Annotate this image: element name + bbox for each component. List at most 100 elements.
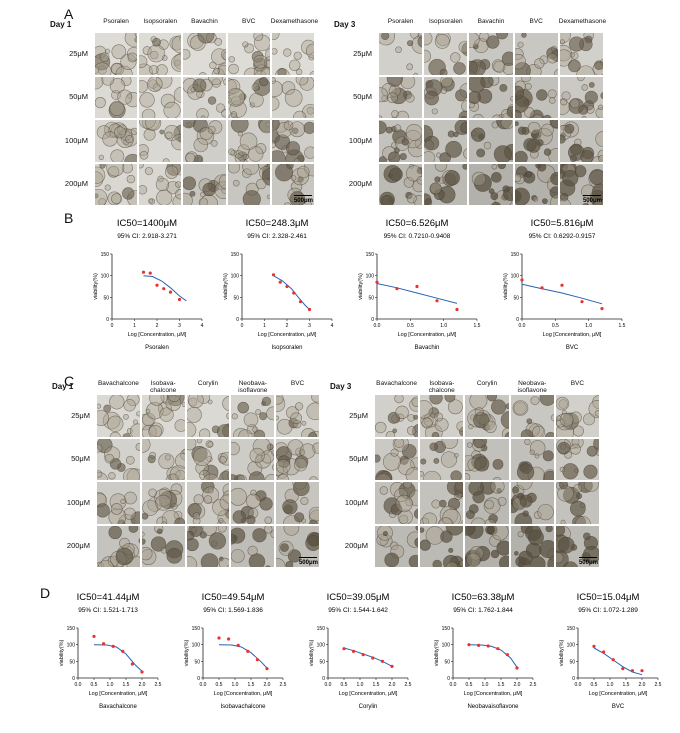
x-tick-label: 0.5 — [466, 682, 473, 688]
ci-label: 95% CI: 1.569-1.836 — [203, 607, 263, 614]
x-tick-label: 1.5 — [248, 682, 255, 688]
x-tick-label: 0.0 — [374, 323, 381, 329]
data-point — [390, 664, 394, 668]
data-point — [540, 286, 544, 290]
x-tick-label: 3 — [178, 323, 181, 329]
data-point — [121, 649, 125, 653]
micrograph-cell — [464, 394, 510, 438]
row-header: 50μM — [71, 454, 90, 464]
y-tick-label: 50 — [368, 295, 374, 301]
chart-bavachalcone: IC50=41.44μM 95% CI: 1.521-1.713 0 50 100 150… — [48, 588, 168, 728]
data-point — [621, 667, 625, 671]
micrograph-grid-c-day1: Day 1 Bavachalcone Isobava- chalcone Coryli… — [52, 380, 320, 568]
data-point — [162, 287, 166, 291]
micrograph-cell — [226, 162, 271, 206]
x-tick-label: 0.0 — [325, 682, 332, 688]
micrograph-cell — [513, 162, 559, 206]
y-tick-label: 150 — [101, 252, 110, 258]
data-point — [111, 644, 115, 648]
data-point — [520, 278, 524, 282]
fit-curve — [593, 647, 643, 676]
panel-label-d: D — [40, 585, 51, 601]
micrograph-cell — [275, 394, 320, 438]
y-tick-label: 100 — [101, 274, 110, 280]
column-header: Corylin — [476, 380, 498, 387]
ci-label: 95% CI: 1.762-1.844 — [453, 607, 513, 614]
micrograph-cell — [230, 481, 276, 525]
y-tick-label: 50 — [233, 295, 239, 301]
x-tick-label: 0.0 — [575, 682, 582, 688]
micrograph-cell — [140, 437, 186, 481]
scale-bar-label: 500μm — [582, 198, 602, 204]
micrograph-cell — [182, 32, 227, 76]
x-axis-label: Log [Concentration, μM] — [464, 691, 523, 697]
compound-caption: Neobavaisoflavone — [467, 704, 519, 710]
data-point — [467, 643, 471, 647]
chart-svg: IC50=5.816μM 95% CI: 0.6292-0.9157 0 50 100 1… — [503, 218, 626, 351]
column-header: Isobava- chalcone — [150, 380, 177, 394]
data-point — [292, 291, 296, 295]
ic50-charts-b: IC50=1400μM 95% CI: 2.918-3.271 0 50 100 150 0… — [82, 214, 626, 369]
chart-svg: IC50=6.526μM 95% CI: 0.7210-0.9408 0 50 100 1… — [358, 218, 481, 351]
fit-curve — [218, 644, 268, 669]
x-tick-label: 1.5 — [373, 682, 380, 688]
micrograph-cell — [140, 481, 186, 525]
micrograph-cell — [138, 32, 183, 76]
micrograph-cell — [374, 394, 420, 438]
x-tick-label: 1.0 — [357, 682, 364, 688]
micrograph-cell — [419, 437, 465, 481]
micrograph-cell — [226, 32, 271, 76]
y-tick-label: 100 — [442, 643, 451, 649]
chart-svg: IC50=49.54μM 95% CI: 1.569-1.836 0 50 100 150… — [184, 592, 287, 710]
y-axis-label: viability(%) — [223, 273, 229, 300]
micrograph-cell — [185, 481, 231, 525]
x-tick-label: 0.5 — [91, 682, 98, 688]
y-tick-label: 50 — [194, 659, 200, 665]
x-tick-label: 2.0 — [639, 682, 646, 688]
y-tick-label: 0 — [106, 317, 109, 323]
micrograph-cell — [140, 394, 186, 438]
micrograph-cell — [270, 119, 315, 163]
column-header: Isopsoralen — [428, 18, 463, 25]
y-tick-label: 100 — [567, 643, 576, 649]
x-tick-label: 0.5 — [591, 682, 598, 688]
micrograph-grid-c-day3: Day 3 Bavachalcone Isobava- chalcone Coryli… — [330, 380, 600, 568]
scale-bar-label: 500μm — [578, 560, 598, 566]
y-tick-label: 100 — [231, 274, 240, 280]
micrograph-cell — [558, 162, 604, 206]
micrograph-cell — [423, 162, 469, 206]
chart-bvc-d: IC50=15.04μM 95% CI: 1.072-1.289 0 50 100 150… — [548, 588, 668, 728]
data-point — [155, 283, 159, 287]
x-tick-label: 2.0 — [514, 682, 521, 688]
ci-label: 95% CI: 1.072-1.289 — [578, 607, 638, 614]
scale-bar-label: 500μm — [293, 198, 313, 204]
micrograph-cell — [182, 75, 227, 119]
column-header: Psoralen — [387, 18, 414, 25]
chart-bavachin: IC50=6.526μM 95% CI: 0.7210-0.9408 0 50 100 1… — [347, 214, 487, 369]
micrograph-cell — [275, 524, 320, 568]
ic50-title: IC50=1400μM — [117, 218, 177, 229]
micrograph-cell — [138, 75, 183, 119]
y-tick-label: 50 — [319, 659, 325, 665]
chart-isopsoralen: IC50=248.3μM 95% CI: 2.328-2.461 0 50 100 150… — [212, 214, 342, 369]
data-point — [505, 653, 509, 657]
column-header: BVC — [529, 18, 543, 25]
y-tick-label: 0 — [572, 676, 575, 682]
panel-label-a: A — [64, 6, 74, 22]
x-tick-label: 1.5 — [474, 323, 481, 329]
micrograph-cell — [230, 437, 276, 481]
x-tick-label: 1.0 — [585, 323, 592, 329]
compound-caption: Isopsoralen — [271, 345, 302, 351]
data-point — [92, 634, 96, 638]
data-point — [415, 284, 419, 289]
x-axis-label: Log [Concentration, μM] — [128, 332, 187, 338]
micrograph-cell — [378, 119, 424, 163]
data-point — [486, 644, 490, 648]
x-axis-label: Log [Concentration, μM] — [543, 332, 602, 338]
x-tick-label: 1.5 — [123, 682, 130, 688]
micrograph-cell — [468, 119, 514, 163]
x-axis-label: Log [Concentration, μM] — [339, 691, 398, 697]
y-tick-label: 50 — [513, 295, 519, 301]
x-axis-label: Log [Concentration, μM] — [258, 332, 317, 338]
ic50-title: IC50=6.526μM — [386, 218, 449, 229]
